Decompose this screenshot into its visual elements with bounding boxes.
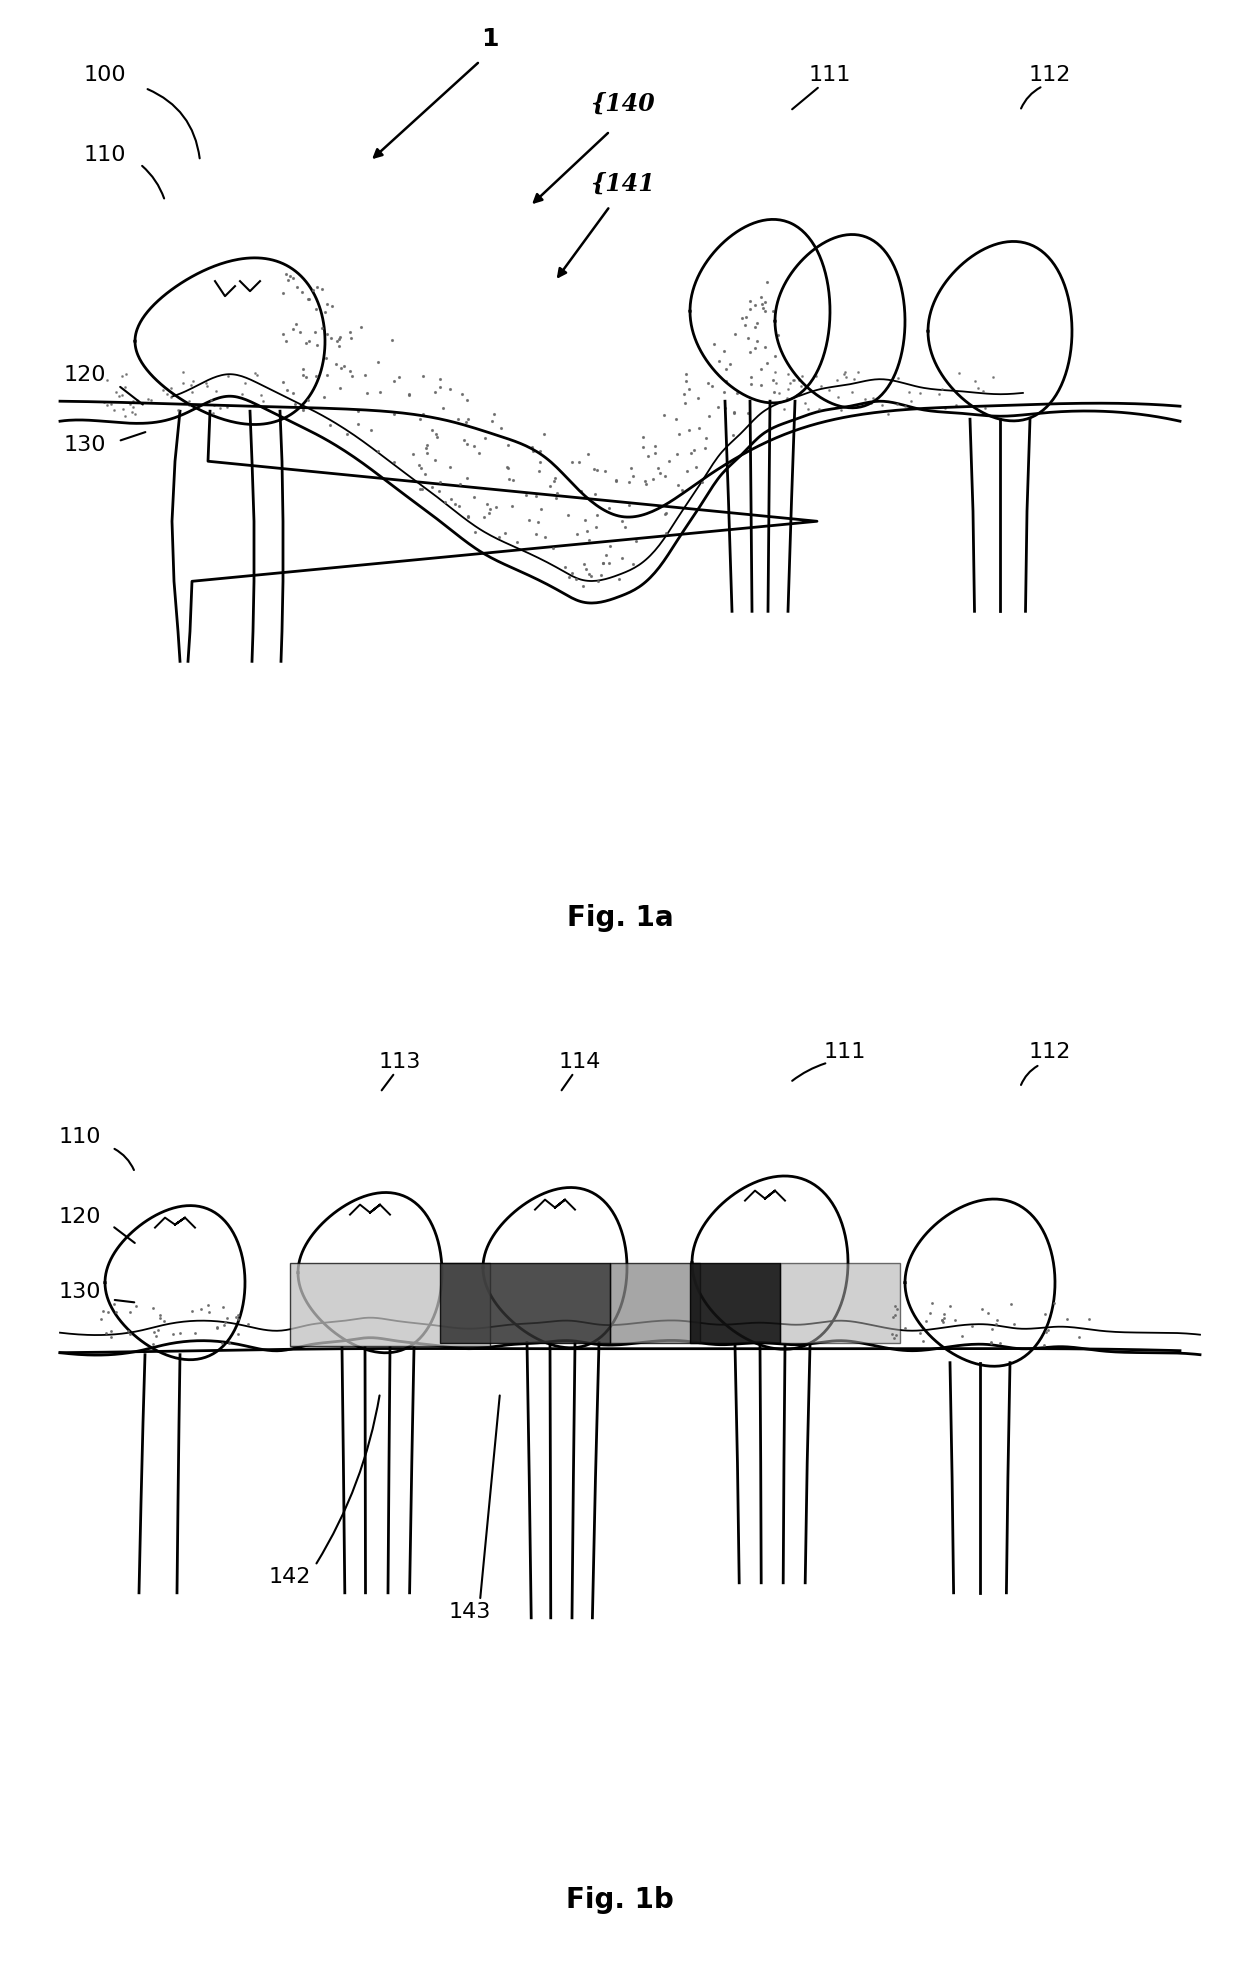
Text: 130: 130 (58, 1282, 102, 1301)
Text: 120: 120 (63, 365, 107, 385)
Text: 120: 120 (58, 1207, 102, 1227)
Text: 112: 112 (1029, 1042, 1071, 1062)
Text: 111: 111 (823, 1042, 867, 1062)
Text: 142: 142 (269, 1566, 311, 1586)
Text: 112: 112 (1029, 65, 1071, 84)
Polygon shape (689, 1262, 780, 1343)
Text: 111: 111 (808, 65, 851, 84)
Text: 130: 130 (63, 436, 107, 455)
Text: Fig. 1a: Fig. 1a (567, 905, 673, 932)
Polygon shape (440, 1262, 610, 1343)
Polygon shape (290, 1262, 490, 1347)
Text: 1: 1 (481, 27, 498, 51)
Text: 113: 113 (378, 1052, 422, 1072)
Text: {141: {141 (590, 173, 655, 196)
Text: 110: 110 (58, 1127, 102, 1146)
Text: 110: 110 (84, 145, 126, 165)
Text: 143: 143 (449, 1602, 491, 1621)
Text: 114: 114 (559, 1052, 601, 1072)
Text: 100: 100 (83, 65, 126, 84)
Text: {140: {140 (590, 92, 655, 116)
Polygon shape (780, 1262, 900, 1343)
Text: Fig. 1b: Fig. 1b (567, 1886, 673, 1914)
Polygon shape (610, 1262, 701, 1343)
